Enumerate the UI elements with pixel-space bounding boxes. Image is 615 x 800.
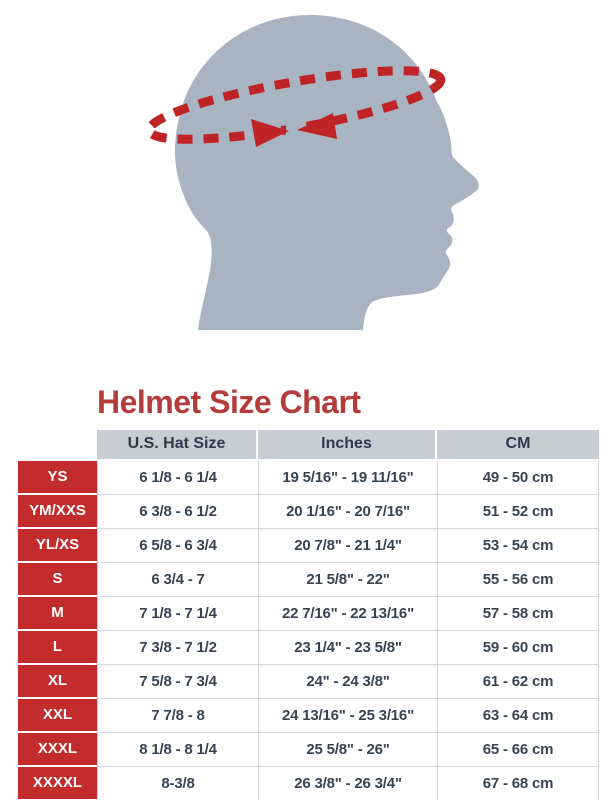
size-label-cell: S: [18, 562, 97, 597]
header-inches: Inches: [258, 429, 437, 461]
table-row: YM/XXS 6 3/8 - 6 1/2 20 1/16" - 20 7/16" 51…: [18, 494, 599, 529]
cm-cell: 59 - 60 cm: [437, 630, 599, 665]
inches-cell: 24 13/16" - 25 3/16": [258, 698, 437, 733]
hat-size-cell: 7 5/8 - 7 3/4: [97, 664, 258, 699]
size-label-cell: XL: [18, 664, 97, 699]
table-row: YL/XS 6 5/8 - 6 3/4 20 7/8" - 21 1/4" 53 - …: [18, 528, 599, 563]
tape-arrow-right-icon: [251, 119, 289, 147]
table-row: YS 6 1/8 - 6 1/4 19 5/16" - 19 11/16" 49 - …: [18, 460, 599, 495]
page-title: Helmet Size Chart: [97, 384, 361, 420]
inches-cell: 24" - 24 3/8": [258, 664, 437, 699]
table-row: XXXXL 8-3/8 26 3/8" - 26 3/4" 67 - 68 cm: [18, 766, 599, 800]
size-table-body: YS 6 1/8 - 6 1/4 19 5/16" - 19 11/16" 49 - …: [18, 460, 599, 800]
tape-gap-mask: [286, 114, 299, 146]
hat-size-cell: 8-3/8: [97, 766, 258, 800]
hat-size-cell: 6 3/8 - 6 1/2: [97, 494, 258, 529]
size-label-cell: L: [18, 630, 97, 665]
cm-cell: 65 - 66 cm: [437, 732, 599, 767]
tape-arrow-left-icon: [297, 113, 337, 139]
inches-cell: 22 7/16" - 22 13/16": [258, 596, 437, 631]
hat-size-cell: 6 3/4 - 7: [97, 562, 258, 597]
cm-cell: 49 - 50 cm: [437, 460, 599, 495]
hat-size-cell: 6 5/8 - 6 3/4: [97, 528, 258, 563]
inches-cell: 19 5/16" - 19 11/16": [258, 460, 437, 495]
inches-cell: 23 1/4" - 23 5/8": [258, 630, 437, 665]
inches-cell: 20 7/8" - 21 1/4": [258, 528, 437, 563]
size-label-cell: M: [18, 596, 97, 631]
cm-cell: 51 - 52 cm: [437, 494, 599, 529]
cm-cell: 63 - 64 cm: [437, 698, 599, 733]
table-row: XXL 7 7/8 - 8 24 13/16" - 25 3/16" 63 - 64 …: [18, 698, 599, 733]
size-label-cell: YM/XXS: [18, 494, 97, 529]
inches-cell: 20 1/16" - 20 7/16": [258, 494, 437, 529]
cm-cell: 61 - 62 cm: [437, 664, 599, 699]
table-row: XXXL 8 1/8 - 8 1/4 25 5/8" - 26" 65 - 66 cm: [18, 732, 599, 767]
header-us-hat-size: U.S. Hat Size: [97, 429, 258, 461]
cm-cell: 53 - 54 cm: [437, 528, 599, 563]
size-label-cell: XXL: [18, 698, 97, 733]
cm-cell: 67 - 68 cm: [437, 766, 599, 800]
inches-cell: 21 5/8" - 22": [258, 562, 437, 597]
size-label-cell: YS: [18, 460, 97, 495]
helmet-size-table: U.S. Hat Size Inches CM YS 6 1/8 - 6 1/4 1…: [18, 429, 599, 800]
header-cm: CM: [437, 429, 599, 461]
hat-size-cell: 7 3/8 - 7 1/2: [97, 630, 258, 665]
head-silhouette: [174, 14, 479, 330]
size-label-cell: YL/XS: [18, 528, 97, 563]
corner-cell: [18, 430, 97, 461]
cm-cell: 57 - 58 cm: [437, 596, 599, 631]
table-row: XL 7 5/8 - 7 3/4 24" - 24 3/8" 61 - 62 cm: [18, 664, 599, 699]
size-label-cell: XXXL: [18, 732, 97, 767]
inches-cell: 26 3/8" - 26 3/4": [258, 766, 437, 800]
hat-size-cell: 6 1/8 - 6 1/4: [97, 460, 258, 495]
hat-size-cell: 7 1/8 - 7 1/4: [97, 596, 258, 631]
cm-cell: 55 - 56 cm: [437, 562, 599, 597]
inches-cell: 25 5/8" - 26": [258, 732, 437, 767]
hat-size-cell: 8 1/8 - 8 1/4: [97, 732, 258, 767]
table-header-row: U.S. Hat Size Inches CM: [18, 429, 599, 461]
size-label-cell: XXXXL: [18, 766, 97, 800]
hat-size-cell: 7 7/8 - 8: [97, 698, 258, 733]
measuring-tape-dashed-ellipse: [144, 66, 446, 144]
head-measurement-illustration: [144, 14, 479, 330]
